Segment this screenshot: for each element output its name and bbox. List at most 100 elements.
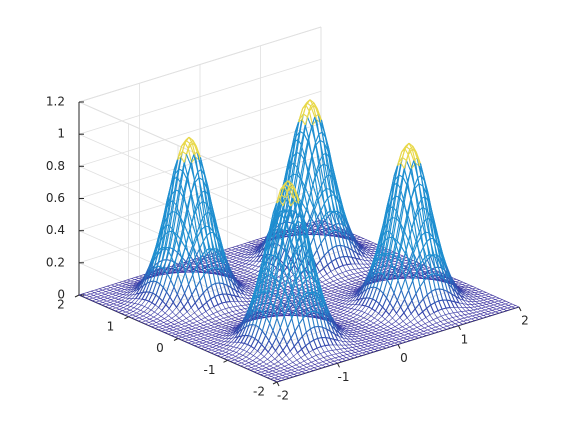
mesh-segment (185, 335, 190, 338)
mesh-segment (78, 294, 83, 297)
mesh-segment (287, 180, 293, 185)
mesh-segment (342, 289, 346, 291)
mesh-segment (241, 301, 246, 306)
mesh-segment (177, 338, 182, 341)
mesh-segment (309, 339, 314, 344)
mesh-segment (162, 300, 167, 306)
mesh-segment (294, 371, 299, 374)
mesh-segment (336, 309, 341, 312)
mesh-segment (213, 342, 218, 345)
mesh-segment (240, 288, 245, 293)
mesh-segment (256, 238, 261, 240)
mesh-segment (125, 283, 131, 285)
mesh-segment (168, 302, 174, 309)
mesh-segment (265, 335, 270, 341)
mesh-segment (256, 353, 262, 358)
mesh-segment (259, 269, 266, 292)
mesh-segment (217, 309, 222, 313)
mesh-segment (179, 181, 185, 194)
mesh-segment (224, 358, 228, 361)
mesh-segment (330, 305, 335, 308)
mesh-segment (130, 279, 135, 282)
mesh-segment (335, 314, 340, 317)
mesh-segment (255, 324, 260, 328)
mesh-segment (228, 247, 233, 249)
mesh-segment (127, 298, 133, 303)
mesh-segment (274, 225, 280, 249)
mesh-segment (114, 300, 118, 303)
mesh-segment (229, 324, 234, 326)
mesh-segment (151, 302, 156, 306)
mesh-segment (154, 250, 159, 257)
mesh-segment (145, 320, 150, 323)
mesh-segment (168, 308, 173, 313)
y-tick (173, 338, 179, 341)
mesh-segment (282, 205, 288, 219)
mesh-segment (285, 377, 290, 380)
mesh-segment (335, 312, 341, 315)
mesh-segment (205, 330, 210, 333)
mesh-segment (195, 327, 200, 330)
mesh-segment (85, 297, 90, 300)
mesh-segment (114, 299, 119, 302)
mesh-segment (254, 348, 258, 352)
mesh-segment (125, 285, 130, 288)
mesh-segment (189, 337, 193, 340)
mesh-segment (328, 301, 332, 304)
mesh-segment (187, 209, 193, 223)
mesh-segment (226, 319, 231, 323)
mesh-segment (166, 247, 171, 260)
mesh-segment (192, 247, 198, 266)
mesh-segment (203, 340, 207, 343)
mesh-segment (194, 329, 199, 332)
mesh-segment (276, 367, 281, 370)
mesh-segment (299, 366, 303, 370)
mesh-segment (272, 317, 278, 331)
mesh-segment (246, 247, 251, 250)
mesh-segment (102, 289, 106, 292)
mesh-segment (319, 271, 324, 277)
mesh-segment (334, 266, 340, 270)
mesh-segment (271, 345, 276, 352)
mesh-segment (163, 322, 168, 325)
mesh-segment (199, 341, 203, 344)
mesh-segment (279, 372, 284, 375)
mesh-segment (161, 330, 165, 333)
mesh-segment (283, 367, 289, 370)
mesh-segment (249, 278, 253, 281)
mesh-segment (186, 334, 191, 337)
mesh-segment (152, 323, 156, 326)
mesh-segment (273, 365, 278, 369)
mesh-segment (133, 311, 137, 314)
mesh-segment (245, 360, 249, 363)
mesh-segment (214, 294, 219, 298)
mesh-segment (261, 367, 267, 370)
mesh-segment (290, 337, 295, 347)
mesh-segment (227, 328, 232, 332)
mesh-segment (160, 318, 165, 321)
mesh-segment (286, 193, 291, 211)
mesh-segment (211, 254, 216, 257)
mesh-segment (240, 365, 245, 368)
mesh-segment (133, 289, 138, 292)
mesh-segment (194, 345, 198, 348)
mesh-segment (336, 296, 341, 300)
mesh-segment (234, 295, 239, 302)
mesh-segment (273, 290, 279, 309)
mesh-segment (306, 102, 312, 107)
mesh-segment (183, 300, 189, 308)
mesh-segment (113, 289, 118, 292)
mesh-segment (166, 323, 171, 327)
mesh-segment (330, 275, 335, 279)
mesh-segment (232, 310, 237, 312)
mesh-segment (117, 285, 122, 288)
mesh-segment (290, 200, 296, 207)
mesh-segment (148, 280, 154, 293)
mesh-segment (330, 306, 335, 309)
mesh-segment (185, 338, 189, 341)
mesh-segment (165, 201, 171, 210)
mesh-segment (238, 317, 243, 320)
mesh-segment (323, 268, 328, 275)
mesh-segment (183, 306, 188, 313)
